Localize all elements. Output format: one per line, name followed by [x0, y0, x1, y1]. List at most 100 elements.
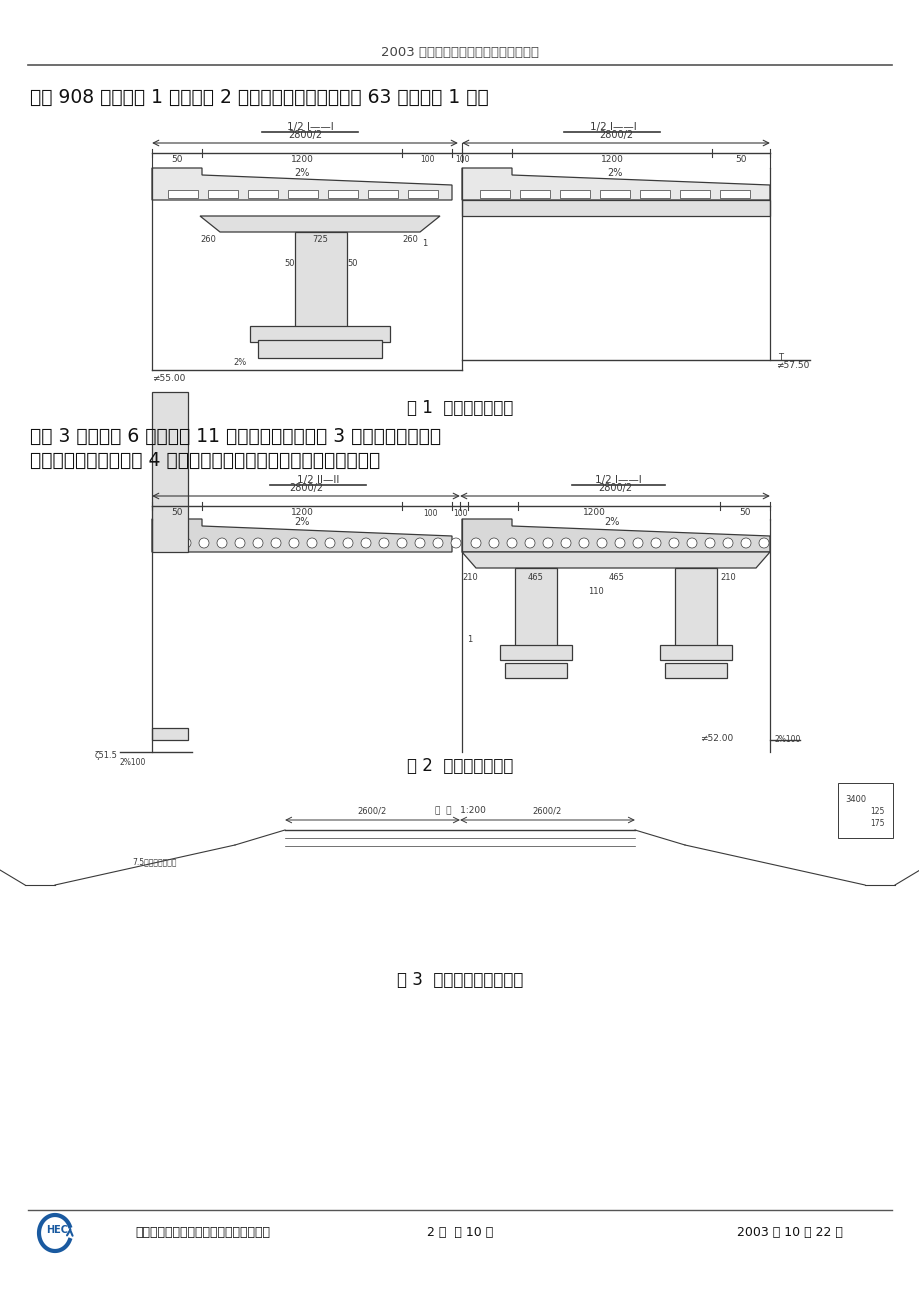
Text: 2 页  共 10 页: 2 页 共 10 页: [426, 1226, 493, 1240]
Text: 2800/2: 2800/2: [288, 130, 322, 141]
Bar: [664, 663, 726, 678]
Circle shape: [542, 538, 552, 548]
Bar: [560, 190, 589, 198]
Bar: [328, 190, 357, 198]
Circle shape: [414, 538, 425, 548]
Text: 260: 260: [199, 236, 216, 245]
Text: 2%100: 2%100: [774, 736, 800, 745]
Circle shape: [578, 538, 588, 548]
Text: 100: 100: [423, 509, 437, 518]
Circle shape: [271, 538, 280, 548]
Text: 图）；路基填方（见图 4 路基填方标准断面图）；路基防护等项目。: 图）；路基填方（见图 4 路基填方标准断面图）；路基防护等项目。: [30, 450, 380, 470]
Text: 210: 210: [461, 573, 477, 582]
Bar: [407, 190, 437, 198]
Text: 2600/2: 2600/2: [357, 807, 387, 816]
Text: 2800/2: 2800/2: [598, 130, 632, 141]
Circle shape: [163, 538, 173, 548]
Text: 1200: 1200: [290, 155, 313, 164]
Bar: [515, 568, 556, 648]
Text: 路  宽   1:200: 路 宽 1:200: [434, 806, 485, 815]
Bar: [480, 190, 509, 198]
Text: 1: 1: [467, 635, 471, 644]
Text: 2%: 2%: [233, 358, 246, 367]
Text: 2%100: 2%100: [119, 759, 146, 767]
Circle shape: [360, 538, 370, 548]
Text: ≠57.50: ≠57.50: [775, 361, 809, 370]
Circle shape: [686, 538, 697, 548]
Text: 465: 465: [608, 573, 624, 582]
Text: 2003 年 10 月 22 日: 2003 年 10 月 22 日: [736, 1226, 842, 1240]
Circle shape: [489, 538, 498, 548]
Circle shape: [307, 538, 317, 548]
Polygon shape: [461, 552, 769, 568]
Text: 1/2 I——I: 1/2 I——I: [594, 475, 641, 486]
Bar: [152, 728, 187, 740]
Bar: [288, 190, 318, 198]
Circle shape: [525, 538, 535, 548]
Text: 2%: 2%: [604, 517, 619, 527]
Polygon shape: [461, 519, 769, 552]
Circle shape: [596, 538, 607, 548]
Text: 2003 年局工程质量检查暨内审汇报材料: 2003 年局工程质量检查暨内审汇报材料: [380, 46, 539, 59]
Circle shape: [561, 538, 571, 548]
Text: 1/2 I——I: 1/2 I——I: [589, 122, 636, 132]
Polygon shape: [461, 168, 769, 201]
Bar: [720, 190, 749, 198]
Circle shape: [343, 538, 353, 548]
Text: 725: 725: [312, 236, 327, 245]
Circle shape: [289, 538, 299, 548]
Text: 1200: 1200: [600, 155, 623, 164]
Text: ζ51.5: ζ51.5: [95, 751, 118, 760]
Text: 110: 110: [587, 587, 603, 596]
Bar: [505, 663, 566, 678]
Circle shape: [758, 538, 768, 548]
Text: 图 3  路基挖方标准断面图: 图 3 路基挖方标准断面图: [396, 971, 523, 990]
Text: 2%: 2%: [294, 168, 310, 178]
Text: 2%: 2%: [607, 168, 622, 178]
Circle shape: [253, 538, 263, 548]
Text: ≠55.00: ≠55.00: [152, 374, 185, 383]
Polygon shape: [199, 216, 439, 232]
Text: 1200: 1200: [290, 509, 313, 517]
Text: 50: 50: [171, 155, 183, 164]
Circle shape: [324, 538, 335, 548]
Text: 1: 1: [422, 238, 426, 247]
Bar: [675, 568, 716, 648]
Bar: [250, 326, 390, 342]
Bar: [257, 340, 381, 358]
Text: 125: 125: [869, 807, 883, 816]
Circle shape: [379, 538, 389, 548]
Circle shape: [433, 538, 443, 548]
Text: 2%: 2%: [294, 517, 310, 527]
Text: 100: 100: [454, 155, 469, 164]
Bar: [837, 783, 892, 838]
Polygon shape: [152, 168, 451, 201]
Circle shape: [632, 538, 642, 548]
Circle shape: [217, 538, 227, 548]
Text: 2800/2: 2800/2: [597, 483, 631, 493]
Text: 210: 210: [720, 573, 735, 582]
Circle shape: [668, 538, 678, 548]
Bar: [499, 644, 572, 660]
Bar: [659, 644, 732, 660]
Text: 7.5米水泥稳定基层: 7.5米水泥稳定基层: [132, 858, 177, 867]
Bar: [295, 232, 346, 329]
Text: 50: 50: [284, 259, 295, 267]
Text: 港一航局同三线第十六合同段项目经理部: 港一航局同三线第十六合同段项目经理部: [135, 1226, 269, 1240]
Polygon shape: [152, 519, 451, 552]
Circle shape: [614, 538, 624, 548]
Text: 175: 175: [869, 819, 883, 828]
Bar: [208, 190, 238, 198]
Text: 1200: 1200: [582, 509, 605, 517]
Bar: [461, 201, 769, 216]
Bar: [368, 190, 398, 198]
Text: 天桥 3 座；通道 6 道；涵洞 11 道；路基挖方（见图 3 路基挖方标准断面: 天桥 3 座；通道 6 道；涵洞 11 道；路基挖方（见图 3 路基挖方标准断面: [30, 427, 440, 445]
Bar: [248, 190, 278, 198]
Circle shape: [704, 538, 714, 548]
Text: 50: 50: [739, 509, 750, 517]
Text: 全长 908 米；中桥 1 座（见图 2 中桥标准断面图），全长 63 米；小桥 1 座；: 全长 908 米；中桥 1 座（见图 2 中桥标准断面图），全长 63 米；小桥…: [30, 87, 488, 107]
Text: 50: 50: [346, 259, 357, 267]
Text: 2800/2: 2800/2: [289, 483, 323, 493]
Circle shape: [450, 538, 460, 548]
Circle shape: [722, 538, 732, 548]
